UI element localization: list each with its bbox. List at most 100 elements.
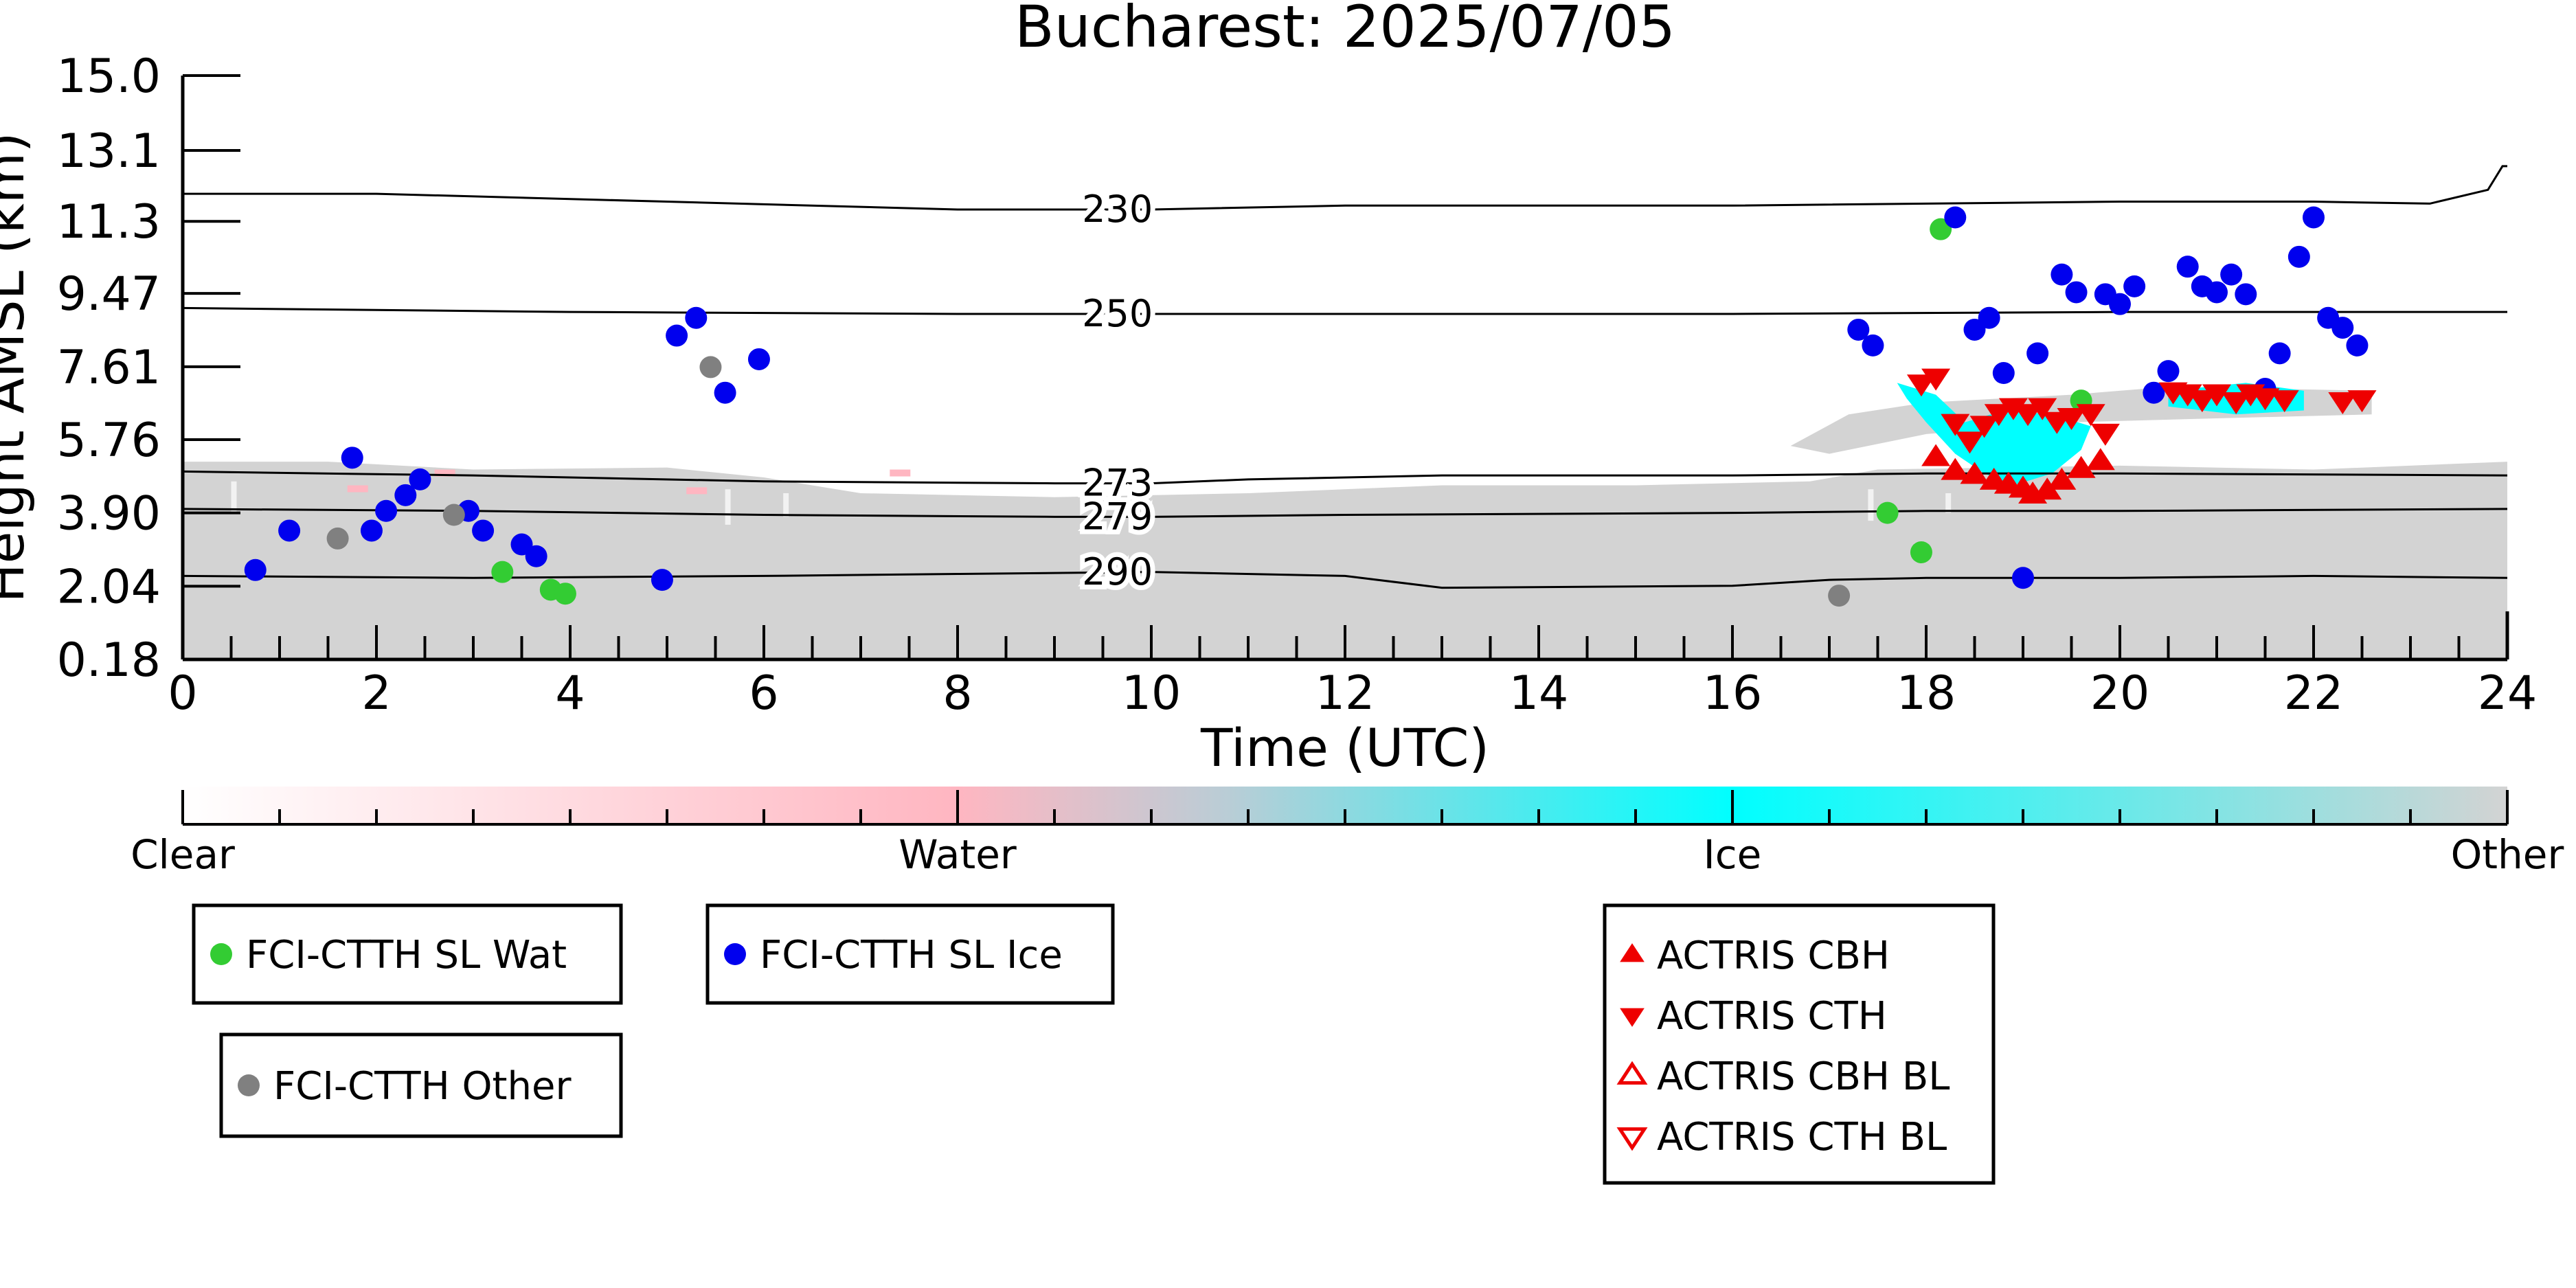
marker-fci-ctth-other (699, 356, 722, 379)
y-tick-label: 11.3 (57, 195, 161, 249)
bg-streak (1945, 493, 1952, 513)
marker-actris-cth (2028, 398, 2057, 420)
marker-fci-ctth-sl-ice (1963, 318, 1986, 341)
legend-frame (705, 903, 1115, 1005)
marker-actris-cbh (2066, 455, 2096, 478)
marker-fci-ctth-sl-ice (1944, 206, 1967, 229)
x-tick-label: 24 (2478, 666, 2538, 721)
marker-fci-ctth-sl-ice (651, 569, 673, 591)
marker-fci-ctth-sl-ice (2012, 567, 2034, 589)
marker-fci-ctth-sl-wat (491, 561, 514, 583)
marker-fci-ctth-sl-ice (685, 306, 708, 329)
marker-fci-ctth-sl-ice (1862, 334, 1884, 357)
legend-box: ACTRIS CBH ACTRIS CTH ACTRIS CBH BL ACTRIS … (1603, 903, 1996, 1185)
legend-frame (192, 903, 623, 1005)
legend-box: FCI-CTTH Other (219, 1032, 623, 1138)
marker-fci-ctth-sl-ice (1978, 306, 2000, 329)
marker-fci-ctth-sl-ice (409, 468, 431, 490)
x-tick-label: 18 (1897, 666, 1956, 721)
legend-marker (1620, 943, 1645, 962)
x-tick-label: 8 (942, 666, 972, 721)
marker-fci-ctth-sl-ice (2303, 206, 2325, 229)
marker-fci-ctth-sl-ice (2050, 263, 2073, 286)
x-tick-label: 22 (2284, 666, 2344, 721)
legend-marker (1616, 1061, 1648, 1085)
isotherm-250 (183, 306, 2507, 315)
marker-fci-ctth-sl-ice (2026, 342, 2049, 365)
isotherm-label-250: 250 (1082, 292, 1153, 335)
x-ticks: 0 2 4 6 8 10 12 14 16 18 20 22 24 (168, 625, 2537, 721)
colorbar-label-clear: Clear (131, 831, 235, 878)
legend-label: FCI-CTTH SL Wat (246, 933, 567, 978)
marker-fci-ctth-sl-ice (2206, 281, 2228, 304)
legend-label: FCI-CTTH Other (273, 1064, 572, 1109)
legend-label: ACTRIS CBH BL (1657, 1054, 1950, 1099)
marker-actris-cth (1969, 416, 1999, 438)
marker-fci-ctth-sl-ice (2235, 283, 2257, 306)
x-tick-label: 16 (1703, 666, 1763, 721)
y-tick-label: 13.1 (57, 124, 161, 179)
marker-actris-cth (1998, 398, 2028, 420)
legend-box: FCI-CTTH SL Ice (705, 903, 1115, 1005)
colorbar-label-ice: Ice (1704, 831, 1762, 878)
marker-fci-ctth-other (326, 527, 349, 550)
legend-marker (210, 943, 232, 965)
isotherm-label-279: 279 (1082, 495, 1153, 538)
marker-fci-ctth-sl-wat (1876, 501, 1899, 524)
x-tick-label: 10 (1122, 666, 1182, 721)
colorbar-label-other: Other (2451, 831, 2564, 878)
marker-fci-ctth-sl-ice (2287, 245, 2310, 268)
bg-water-speck (434, 469, 455, 477)
chart-title: Bucharest: 2025/07/05 (1015, 0, 1675, 60)
legend-label: ACTRIS CTH BL (1657, 1115, 1947, 1160)
isotherm-label-290: 290 (1082, 550, 1153, 594)
x-tick-label: 4 (555, 666, 585, 721)
marker-actris-cth (2270, 390, 2299, 413)
colorbar-ticks (181, 790, 2509, 824)
data-markers (244, 206, 2377, 607)
marker-fci-ctth-sl-ice (278, 519, 301, 542)
bg-water-speck (890, 469, 911, 477)
marker-fci-ctth-sl-ice (2331, 317, 2354, 339)
legend-marker (1620, 1008, 1645, 1027)
colorbar-labels: Clear Water Ice Other (131, 831, 2564, 878)
marker-actris-cth (2328, 392, 2358, 415)
marker-fci-ctth-sl-ice (2176, 256, 2199, 278)
legend-box: FCI-CTTH SL Wat (192, 903, 623, 1005)
marker-fci-ctth-sl-ice (472, 519, 495, 542)
marker-actris-cth (2202, 384, 2231, 407)
y-tick-label: 15.0 (57, 49, 161, 104)
x-tick-label: 6 (749, 666, 778, 721)
isotherm-230 (183, 165, 2507, 211)
marker-fci-ctth-other (442, 504, 465, 526)
isotherm-label-273: 273 (1082, 462, 1153, 505)
bg-streak (1868, 489, 1874, 521)
legends: FCI-CTTH SL Wat FCI-CTTH SL Ice FCI-CTTH O… (192, 903, 1996, 1185)
marker-actris-cbh (1921, 444, 1951, 466)
marker-fci-ctth-sl-ice (1992, 362, 2015, 385)
marker-fci-ctth-sl-ice (244, 558, 267, 581)
marker-actris-cth (1921, 368, 1951, 391)
colorbar-label-water: Water (899, 831, 1017, 878)
y-ticks: 0.18 2.04 3.90 5.76 7.61 9.47 11.3 13.1 15.0 (57, 49, 240, 688)
isotherm-label-230: 230 (1082, 188, 1153, 231)
marker-actris-cth (2222, 392, 2251, 415)
marker-fci-ctth-sl-ice (1847, 318, 1870, 341)
marker-fci-ctth-sl-ice (747, 348, 770, 370)
x-axis-label: Time (UTC) (1200, 717, 1489, 778)
y-tick-label: 9.47 (57, 267, 161, 321)
marker-actris-cth (2013, 404, 2043, 427)
x-tick-label: 2 (361, 666, 391, 721)
marker-fci-ctth-sl-ice (2143, 381, 2165, 404)
marker-fci-ctth-sl-ice (2109, 293, 2131, 315)
marker-fci-ctth-sl-ice (510, 533, 533, 556)
marker-fci-ctth-sl-wat (1910, 541, 1932, 563)
y-tick-label: 0.18 (57, 633, 161, 688)
marker-actris-cth (2173, 384, 2202, 407)
marker-fci-ctth-sl-wat (1930, 218, 1952, 240)
marker-actris-cbh (2086, 448, 2115, 471)
bg-streak (725, 489, 731, 525)
marker-fci-ctth-sl-ice (714, 381, 736, 404)
marker-actris-cth (1906, 374, 1936, 397)
marker-fci-ctth-sl-ice (2065, 281, 2088, 304)
